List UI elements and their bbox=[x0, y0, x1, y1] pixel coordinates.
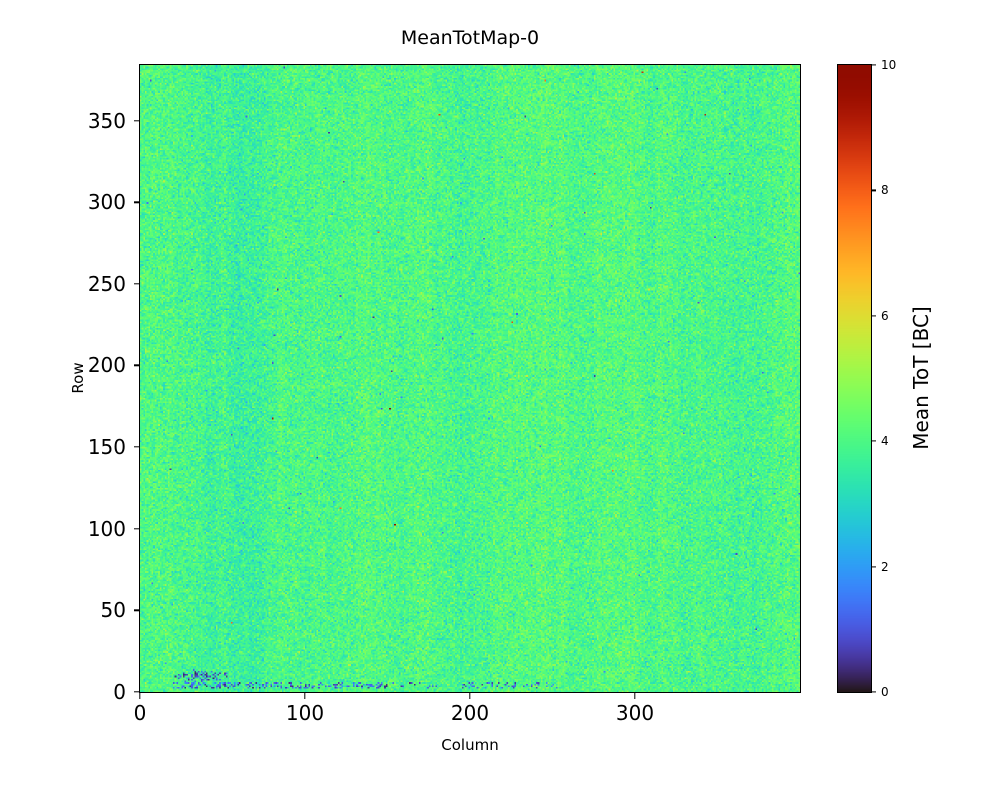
x-tick-mark bbox=[304, 693, 306, 699]
colorbar-tick-mark bbox=[872, 189, 876, 191]
colorbar-tick-mark bbox=[872, 64, 876, 66]
colorbar-tick-mark bbox=[872, 315, 876, 317]
x-tick-mark bbox=[139, 693, 141, 699]
colorbar-tick-mark bbox=[872, 566, 876, 568]
y-tick-label: 350 bbox=[87, 108, 126, 133]
y-tick-mark bbox=[134, 446, 140, 448]
heatmap-canvas bbox=[139, 64, 801, 693]
colorbar-tick-label: 6 bbox=[881, 308, 889, 323]
x-tick-label: 300 bbox=[615, 701, 655, 725]
x-tick-label: 0 bbox=[133, 701, 147, 725]
y-tick-mark bbox=[134, 528, 140, 530]
y-axis-ticks: 0 50 100 150 200 250 300 350 bbox=[0, 65, 140, 704]
y-tick-mark bbox=[134, 201, 140, 203]
y-tick-label: 50 bbox=[100, 598, 126, 623]
colorbar-tick-label: 10 bbox=[881, 58, 897, 72]
x-tick-label: 100 bbox=[285, 701, 325, 725]
y-tick-mark bbox=[134, 691, 140, 693]
y-tick-mark bbox=[134, 283, 140, 285]
y-tick-label: 200 bbox=[87, 353, 126, 378]
colorbar-tick-label: 0 bbox=[881, 685, 889, 699]
x-tick-mark bbox=[469, 693, 471, 699]
chart-title: MeanTotMap-0 bbox=[400, 27, 540, 49]
colorbar-tick-mark bbox=[872, 691, 876, 693]
colorbar-tick-label: 4 bbox=[881, 434, 889, 449]
y-tick-label: 300 bbox=[87, 190, 126, 215]
y-tick-mark bbox=[134, 364, 140, 367]
x-axis-label: Column bbox=[441, 736, 499, 754]
x-tick-mark bbox=[634, 693, 636, 699]
colorbar-label: Mean ToT [BC] bbox=[909, 306, 933, 450]
x-tick-label: 200 bbox=[450, 701, 490, 725]
y-tick-label: 0 bbox=[113, 680, 126, 704]
y-tick-label: 100 bbox=[87, 516, 126, 541]
colorbar-canvas bbox=[837, 64, 872, 693]
colorbar-tick-label: 8 bbox=[881, 183, 889, 198]
colorbar-tick-mark bbox=[872, 440, 876, 442]
colorbar-ticks: 0 2 4 6 8 10 bbox=[871, 58, 931, 699]
y-tick-mark bbox=[134, 119, 140, 122]
x-axis-ticks: 0 100 200 300 bbox=[134, 692, 800, 736]
y-tick-label: 250 bbox=[87, 271, 126, 296]
colorbar-tick-label: 2 bbox=[881, 559, 889, 574]
y-tick-label: 150 bbox=[87, 435, 126, 460]
y-tick-mark bbox=[134, 609, 140, 612]
